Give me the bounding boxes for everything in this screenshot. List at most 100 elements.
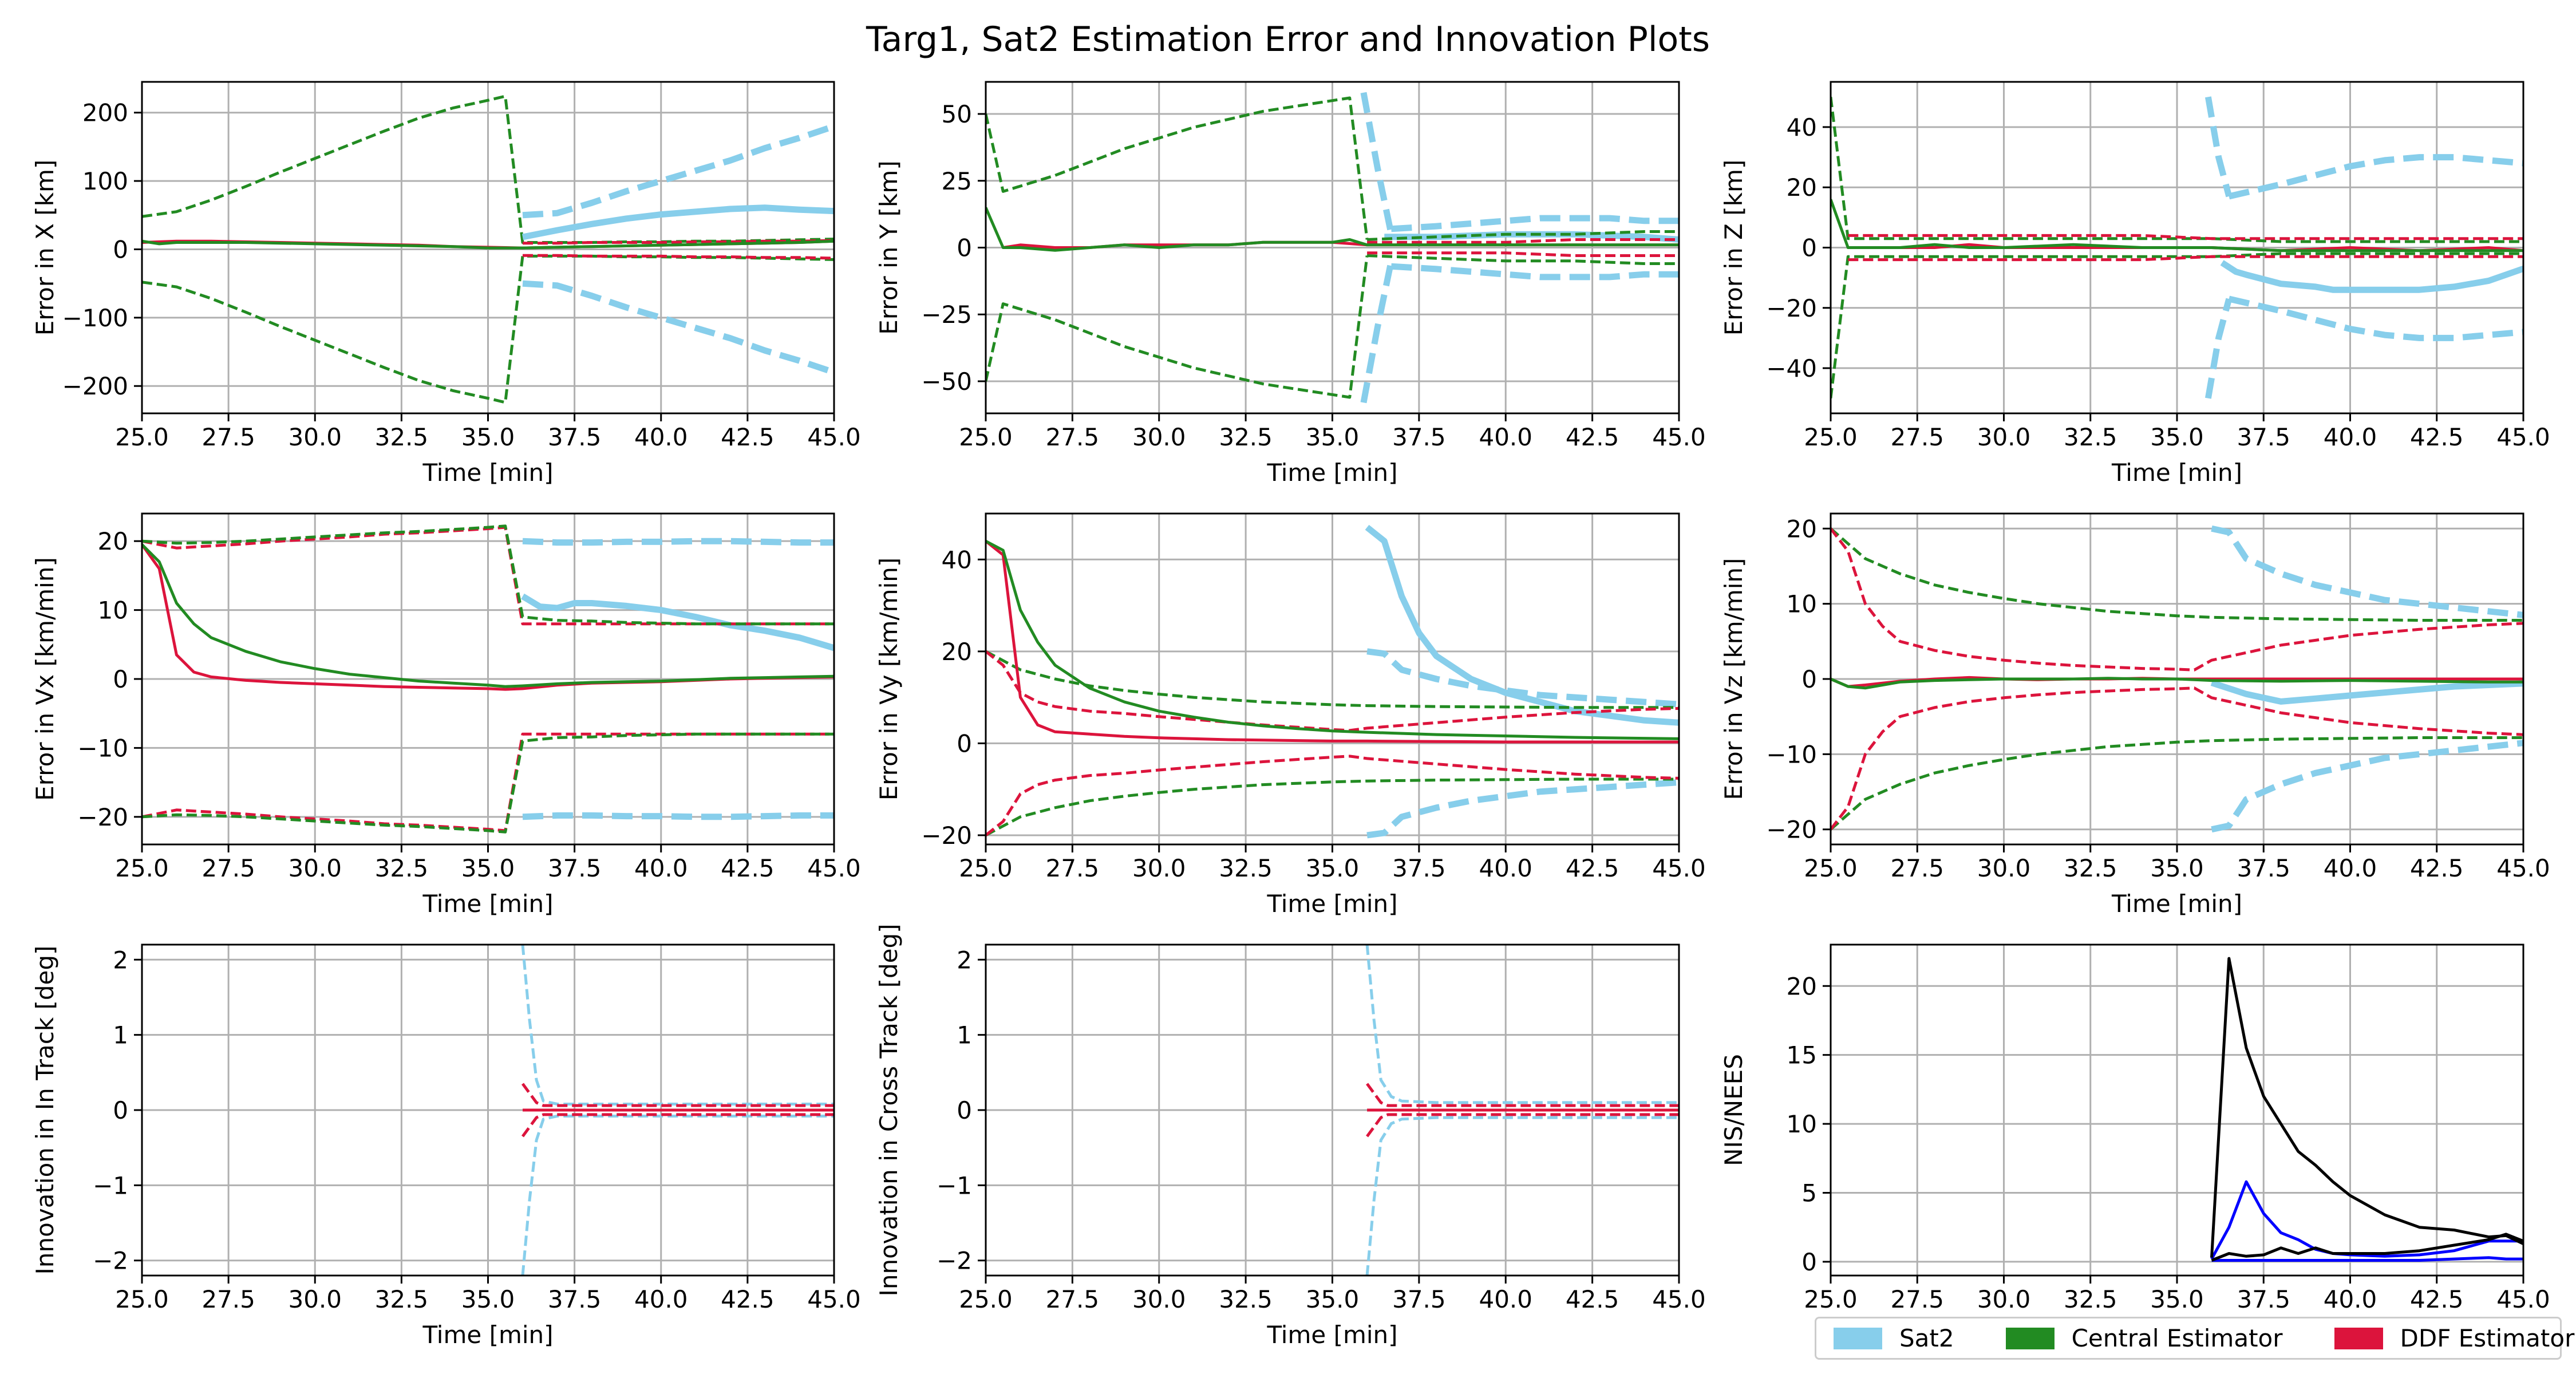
legend: Sat2 Central Estimator DDF Estimator	[1815, 1317, 2574, 1360]
x-tick-label: 30.0	[288, 423, 342, 451]
series-line-7	[1831, 252, 2523, 399]
y-tick-label: 2	[113, 946, 128, 974]
x-tick-label: 37.5	[548, 854, 602, 882]
x-tick-label: 45.0	[1652, 854, 1706, 882]
x-tick-label: 32.5	[375, 423, 429, 451]
x-tick-label: 27.5	[1890, 854, 1944, 882]
series-line-5	[2220, 260, 2523, 293]
series-line-2	[142, 254, 834, 404]
subplot-5: 25.0 27.5 30.0 32.5 35.0 37.5 40.0 42.5 45.0 −20 0…	[875, 512, 1706, 918]
x-axis-label: Time [min]	[422, 1321, 553, 1349]
x-tick-label: 27.5	[1046, 423, 1100, 451]
y-tick-label: 0	[1801, 234, 1817, 262]
series-line-4	[2228, 295, 2523, 341]
series-line-11	[1831, 199, 2523, 252]
series-line-4	[1831, 527, 2523, 622]
x-tick-label: 25.0	[115, 854, 169, 882]
series-line-4	[523, 254, 834, 260]
x-axis-label: Time [min]	[1266, 1321, 1397, 1349]
y-tick-label: 0	[1801, 665, 1817, 693]
y-tick-label: −1	[93, 1171, 128, 1199]
x-tick-label: 40.0	[634, 423, 688, 451]
series-line-3	[521, 593, 834, 652]
y-tick-label: 0	[113, 665, 128, 693]
series-line-6	[522, 280, 834, 376]
subplot-6: 25.0 27.5 30.0 32.5 35.0 37.5 40.0 42.5 45.0 −20 −…	[1720, 512, 2550, 918]
x-tick-label: 40.0	[1479, 423, 1532, 451]
series-line-9	[986, 539, 1679, 740]
y-tick-label: 20	[98, 527, 128, 555]
x-tick-label: 37.5	[1392, 1285, 1446, 1313]
y-axis-label: Error in Vy [km/min]	[875, 558, 903, 801]
series-line-5	[522, 123, 834, 219]
series-line-6	[986, 96, 1369, 240]
x-tick-label: 30.0	[1132, 1285, 1186, 1313]
series-line-9	[1848, 255, 2523, 262]
y-tick-label: 0	[113, 1096, 128, 1124]
subplot-7: 25.0 27.5 30.0 32.5 35.0 37.5 40.0 42.5 45.0 −2 −1…	[31, 943, 861, 1349]
x-tick-label: 35.0	[1306, 423, 1360, 451]
x-tick-label: 37.5	[2237, 1285, 2290, 1313]
y-tick-label: 1	[113, 1021, 128, 1049]
x-tick-label: 32.5	[375, 1285, 429, 1313]
series-line-4	[1366, 1113, 1679, 1138]
y-tick-label: 15	[1787, 1041, 1817, 1069]
y-tick-label: −20	[1766, 816, 1817, 844]
x-tick-label: 32.5	[1219, 423, 1273, 451]
x-tick-label: 35.0	[461, 854, 515, 882]
series-line-3	[2211, 1233, 2523, 1262]
series-line-6	[1831, 527, 2523, 672]
legend-label-sat2: Sat2	[1899, 1324, 1954, 1352]
y-axis-label: NIS/NEES	[1720, 1054, 1748, 1166]
x-axis-label: Time [min]	[422, 890, 553, 918]
y-tick-label: 20	[1787, 515, 1817, 543]
x-tick-label: 25.0	[115, 423, 169, 451]
x-tick-label: 37.5	[548, 1285, 602, 1313]
x-tick-label: 42.5	[721, 1285, 775, 1313]
series-line-4	[1391, 263, 1679, 281]
y-axis-label: Error in Z [km]	[1720, 160, 1748, 336]
series-line-4	[2210, 957, 2523, 1258]
legend-label-ddf-estimator: DDF Estimator	[2400, 1324, 2575, 1352]
x-tick-label: 37.5	[548, 423, 602, 451]
series-line-1	[2211, 525, 2523, 618]
x-tick-label: 30.0	[288, 1285, 342, 1313]
y-tick-label: 40	[1787, 113, 1817, 141]
y-tick-label: −20	[77, 803, 128, 831]
series-line-11	[1367, 251, 1679, 257]
x-tick-label: 35.0	[1306, 1285, 1360, 1313]
x-tick-label: 40.0	[634, 854, 688, 882]
x-tick-label: 40.0	[634, 1285, 688, 1313]
subplot-4: 25.0 27.5 30.0 32.5 35.0 37.5 40.0 42.5 45.0 −20 −…	[31, 512, 861, 918]
x-axis-label: Time [min]	[1266, 890, 1397, 918]
x-tick-label: 45.0	[807, 1285, 861, 1313]
series-line-13	[986, 207, 1679, 252]
series-line-3	[521, 1083, 834, 1107]
x-tick-label: 35.0	[461, 1285, 515, 1313]
y-axis-label: Error in Y [km]	[875, 160, 903, 334]
x-tick-label: 30.0	[1977, 854, 2031, 882]
series-line-7	[1831, 686, 2523, 831]
x-tick-label: 30.0	[1977, 423, 2031, 451]
y-tick-label: −25	[921, 301, 972, 329]
x-tick-label: 25.0	[1804, 1285, 1858, 1313]
series-line-9	[142, 543, 834, 688]
series-line-7	[986, 755, 1679, 836]
x-tick-label: 40.0	[2324, 1285, 2377, 1313]
x-tick-label: 45.0	[1652, 423, 1706, 451]
series-line-9	[142, 239, 834, 250]
series-line-5	[142, 732, 834, 832]
legend-label-central-estimator: Central Estimator	[2071, 1324, 2283, 1352]
series-line-1	[142, 94, 834, 244]
series-line-4	[986, 650, 1679, 709]
series-line-1	[1365, 945, 1679, 1104]
y-tick-label: −200	[62, 372, 128, 400]
figure-title: Targ1, Sat2 Estimation Error and Innovat…	[866, 19, 1710, 60]
series-line-1	[2211, 1256, 2523, 1262]
x-tick-label: 45.0	[2496, 854, 2550, 882]
series-line-9	[1831, 677, 2523, 690]
x-tick-label: 27.5	[1046, 854, 1100, 882]
x-tick-label: 42.5	[1566, 1285, 1619, 1313]
legend-swatch-ddf-estimator	[2334, 1327, 2383, 1349]
